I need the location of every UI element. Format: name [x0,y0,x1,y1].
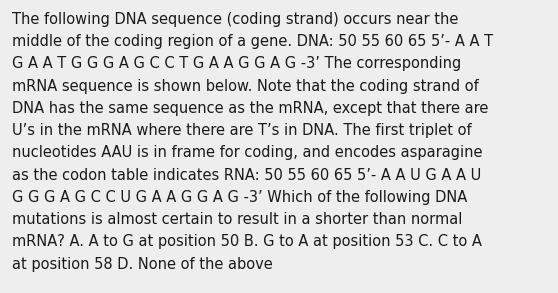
Text: middle of the coding region of a gene. DNA: 50 55 60 65 5’- A A T: middle of the coding region of a gene. D… [12,34,493,49]
Text: mRNA? A. A to G at position 50 B. G to A at position 53 C. C to A: mRNA? A. A to G at position 50 B. G to A… [12,234,482,249]
Text: nucleotides AAU is in frame for coding, and encodes asparagine: nucleotides AAU is in frame for coding, … [12,145,483,160]
Text: mRNA sequence is shown below. Note that the coding strand of: mRNA sequence is shown below. Note that … [12,79,479,93]
Text: The following DNA sequence (coding strand) occurs near the: The following DNA sequence (coding stran… [12,12,459,27]
Text: G A A T G G G A G C C T G A A G G A G -3’ The corresponding: G A A T G G G A G C C T G A A G G A G -3… [12,56,461,71]
Text: mutations is almost certain to result in a shorter than normal: mutations is almost certain to result in… [12,212,463,227]
Text: as the codon table indicates RNA: 50 55 60 65 5’- A A U G A A U: as the codon table indicates RNA: 50 55 … [12,168,482,183]
Text: U’s in the mRNA where there are T’s in DNA. The first triplet of: U’s in the mRNA where there are T’s in D… [12,123,472,138]
Text: DNA has the same sequence as the mRNA, except that there are: DNA has the same sequence as the mRNA, e… [12,101,489,116]
Text: G G G A G C C U G A A G G A G -3’ Which of the following DNA: G G G A G C C U G A A G G A G -3’ Which … [12,190,468,205]
Text: at position 58 D. None of the above: at position 58 D. None of the above [12,257,273,272]
